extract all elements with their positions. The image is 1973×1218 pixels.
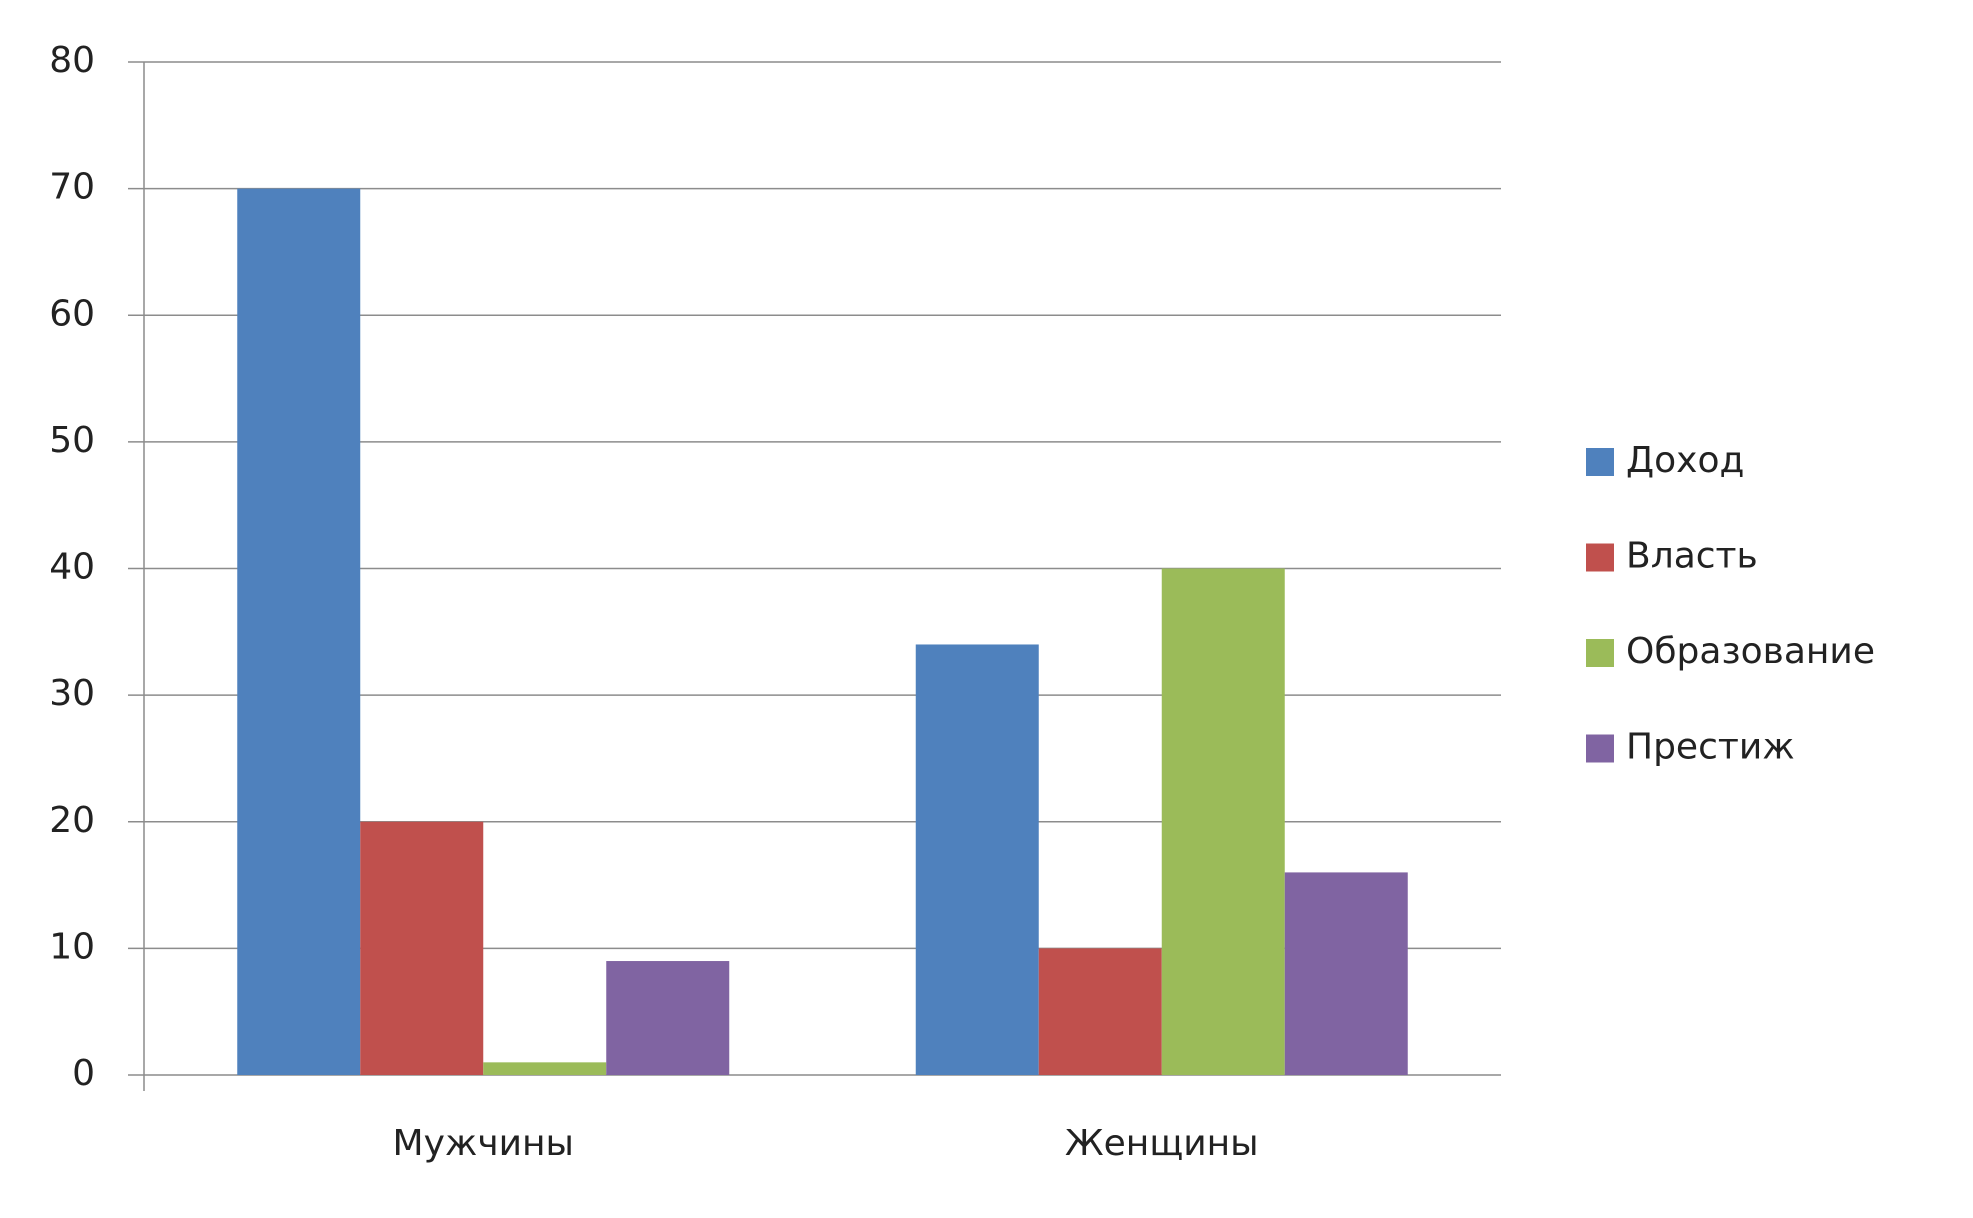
- bar: [606, 961, 730, 1075]
- y-tick-label: 30: [49, 673, 95, 714]
- legend-label: Престиж: [1626, 727, 1795, 768]
- legend-label: Образование: [1626, 631, 1875, 672]
- legend-label: Доход: [1626, 440, 1744, 481]
- bar: [237, 188, 361, 1075]
- bar: [1038, 948, 1162, 1075]
- y-tick-label: 70: [49, 167, 95, 208]
- bar: [915, 644, 1039, 1075]
- x-tick-label: Женщины: [1065, 1123, 1259, 1164]
- legend-label: Власть: [1626, 536, 1758, 577]
- bar: [1284, 872, 1408, 1075]
- y-tick-label: 0: [72, 1053, 95, 1094]
- legend-swatch: [1586, 734, 1614, 763]
- legend-swatch: [1586, 639, 1614, 667]
- y-tick-label: 20: [49, 800, 95, 841]
- bar: [483, 1062, 607, 1075]
- y-tick-label: 40: [49, 547, 95, 588]
- y-tick-label: 50: [49, 420, 95, 461]
- bar: [1161, 568, 1285, 1075]
- legend-swatch: [1586, 448, 1614, 476]
- bar: [360, 821, 484, 1075]
- legend-swatch: [1586, 543, 1614, 572]
- y-tick-label: 60: [49, 293, 95, 334]
- x-tick-label: Мужчины: [393, 1123, 574, 1164]
- y-tick-label: 10: [49, 926, 95, 967]
- y-tick-label: 80: [49, 40, 95, 81]
